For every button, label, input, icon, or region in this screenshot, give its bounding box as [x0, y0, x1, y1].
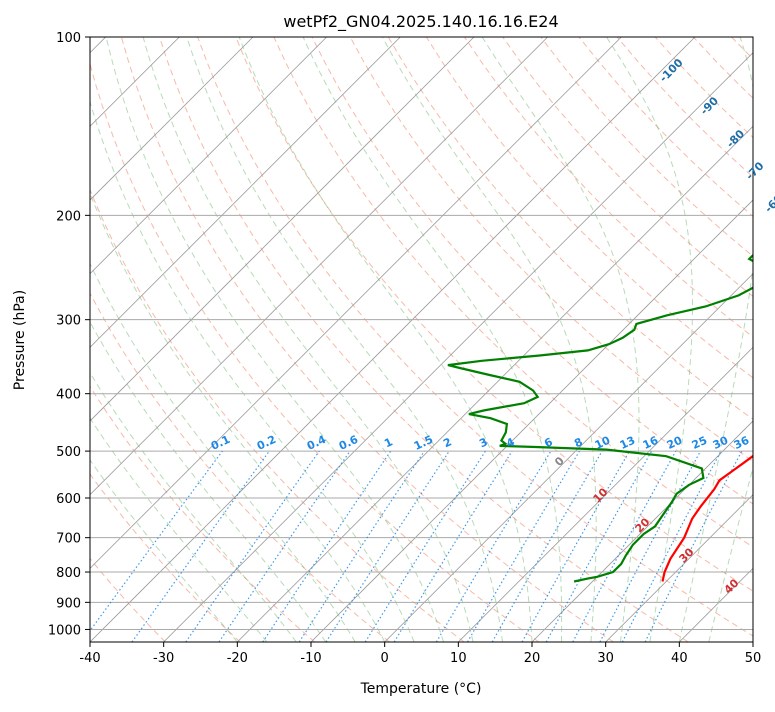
- dry-adiabat-label: -70: [743, 159, 766, 182]
- isotherm-line: [0, 37, 327, 642]
- isotherm-line: [0, 37, 400, 642]
- moist-adiabat-label: 20: [633, 515, 653, 535]
- mixing-ratio-line: [365, 451, 485, 642]
- x-tick-label: -30: [153, 651, 174, 666]
- x-tick-label: -20: [227, 651, 248, 666]
- isotherm-line: [532, 37, 775, 642]
- moist-adiabat-line: [239, 37, 532, 642]
- mixing-ratio-label: 16: [641, 434, 661, 452]
- mixing-ratio-label: 0.2: [255, 433, 278, 453]
- moist-adiabat-line: [58, 94, 385, 642]
- mixing-ratio-line: [326, 451, 449, 642]
- mixing-ratio-label: 30: [711, 434, 731, 452]
- mixing-ratio-label: 0.1: [209, 433, 232, 453]
- mixing-ratio-label: 0.4: [305, 433, 328, 453]
- dry-adiabat-line: [0, 37, 240, 642]
- mixing-ratio-line: [82, 451, 223, 642]
- dry-adiabat-line: [160, 37, 689, 642]
- mixing-ratio-label: 25: [690, 434, 709, 452]
- dry-adiabat-label: -100: [657, 56, 686, 85]
- isotherm-line: [753, 37, 775, 642]
- dry-adiabat-line: [7, 37, 389, 642]
- temperature-profile-line: [663, 37, 775, 582]
- dry-adiabat-line: [579, 37, 775, 642]
- isotherm-line: [311, 37, 775, 642]
- isotherm-line: [164, 37, 769, 642]
- mixing-ratio-label: 2: [441, 435, 453, 450]
- x-tick-label: -10: [300, 651, 321, 666]
- y-tick-label: 200: [56, 209, 81, 224]
- dry-adiabat-line: [236, 37, 775, 642]
- plot-frame: [90, 37, 753, 642]
- isotherm-line: [0, 37, 548, 642]
- mixing-ratio-line: [573, 451, 676, 642]
- moist-adiabat-label: 10: [591, 485, 611, 505]
- dry-adiabat-line: [274, 37, 775, 642]
- y-tick-label: 900: [56, 596, 81, 611]
- mixing-ratio-label: 13: [618, 434, 637, 452]
- dry-adiabat-label: -90: [698, 94, 721, 117]
- mixing-ratio-label: 1.5: [412, 433, 435, 453]
- moist-adiabat-line: [303, 37, 561, 642]
- isotherm-line: [0, 37, 474, 642]
- isotherm-line: [0, 37, 253, 642]
- dry-adiabat-line: [770, 37, 775, 642]
- moist-adiabat-line: [0, 181, 237, 642]
- moist-adiabat-line: [0, 150, 296, 642]
- x-tick-label: 30: [597, 651, 614, 666]
- dry-adiabat-line: [426, 37, 775, 642]
- dry-adiabat-line: [388, 37, 775, 642]
- x-axis-label: Temperature (°C): [360, 681, 482, 697]
- y-tick-label: 800: [56, 566, 81, 581]
- dry-adiabat-line: [83, 37, 539, 642]
- y-tick-label: 1000: [48, 623, 81, 638]
- mixing-ratio-line: [219, 451, 350, 642]
- moist-adiabat-label: 30: [677, 545, 697, 565]
- mixing-ratio-label: 0.6: [337, 433, 360, 453]
- chart-title: wetPf2_GN04.2025.140.16.16.E24: [283, 12, 558, 32]
- x-tick-label: -40: [79, 651, 100, 666]
- isotherm-line: [679, 37, 775, 642]
- moist-adiabat-line: [709, 37, 775, 642]
- y-tick-label: 500: [56, 445, 81, 460]
- moist-adiabat-line: [187, 37, 503, 642]
- y-tick-label: 100: [56, 31, 81, 46]
- isotherm-line: [90, 37, 695, 642]
- y-tick-label: 700: [56, 532, 81, 547]
- y-tick-label: 600: [56, 492, 81, 507]
- x-tick-label: 0: [381, 651, 389, 666]
- mixing-ratio-label: 1: [382, 435, 394, 450]
- isotherm-line: [16, 37, 621, 642]
- isotherm-line: [385, 37, 775, 642]
- y-axis-label: Pressure (hPa): [12, 290, 28, 390]
- moist-adiabat-line: [143, 37, 473, 642]
- dry-adiabat-label: -60: [762, 192, 775, 215]
- dry-adiabat-line: [0, 37, 315, 642]
- y-tick-label: 400: [56, 388, 81, 403]
- x-tick-label: 20: [524, 651, 541, 666]
- x-tick-label: 50: [745, 651, 762, 666]
- dry-adiabat-line: [655, 37, 775, 642]
- dry-adiabat-label: -80: [724, 127, 747, 150]
- mixing-ratio-line: [546, 451, 651, 642]
- mixing-ratio-line: [468, 451, 580, 642]
- mixing-ratio-label: 36: [732, 434, 752, 452]
- dry-adiabat-line: [350, 37, 775, 642]
- dry-adiabat-line: [693, 37, 775, 642]
- mixing-ratio-line: [522, 451, 629, 642]
- plot-area: [0, 37, 775, 642]
- y-tick-label: 300: [56, 314, 81, 329]
- isotherm-line: [237, 37, 775, 642]
- x-tick-label: 10: [450, 651, 467, 666]
- x-tick-label: 40: [671, 651, 688, 666]
